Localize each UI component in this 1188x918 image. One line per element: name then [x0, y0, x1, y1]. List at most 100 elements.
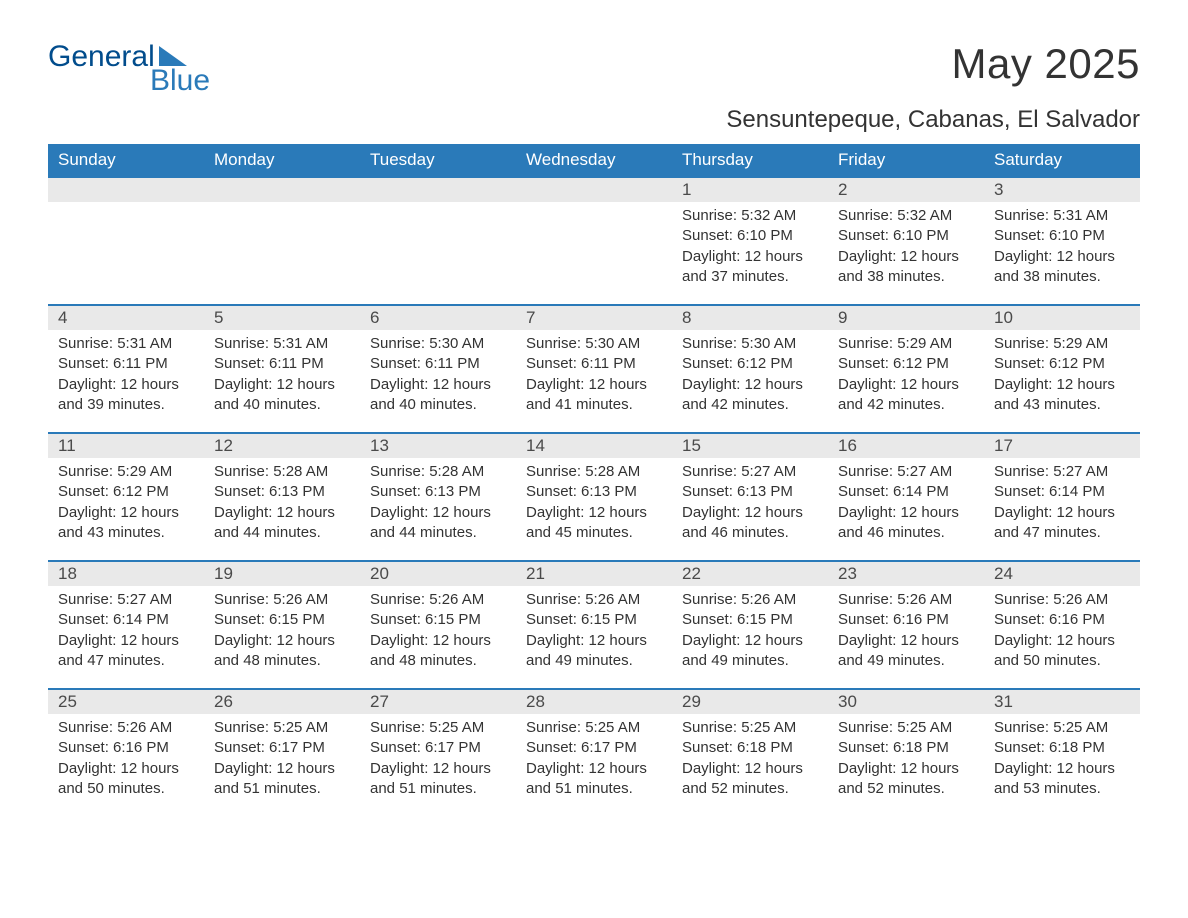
- sunrise-text: Sunrise: 5:28 AM: [214, 462, 350, 482]
- sunset-text: Sunset: 6:17 PM: [214, 738, 350, 758]
- calendar-body: 1Sunrise: 5:32 AMSunset: 6:10 PMDaylight…: [48, 177, 1140, 817]
- sunset-text: Sunset: 6:11 PM: [370, 354, 506, 374]
- calendar-week-row: 4Sunrise: 5:31 AMSunset: 6:11 PMDaylight…: [48, 305, 1140, 433]
- sunset-text: Sunset: 6:17 PM: [370, 738, 506, 758]
- daylight-text: Daylight: 12 hours and 51 minutes.: [214, 759, 350, 800]
- day-number-empty: [360, 178, 516, 202]
- sunset-text: Sunset: 6:10 PM: [838, 226, 974, 246]
- day-details: Sunrise: 5:26 AMSunset: 6:16 PMDaylight:…: [828, 586, 984, 679]
- sunrise-text: Sunrise: 5:31 AM: [994, 206, 1130, 226]
- calendar-week-row: 25Sunrise: 5:26 AMSunset: 6:16 PMDayligh…: [48, 689, 1140, 817]
- calendar-header-row: Sunday Monday Tuesday Wednesday Thursday…: [48, 144, 1140, 177]
- daylight-text: Daylight: 12 hours and 44 minutes.: [214, 503, 350, 544]
- sunrise-text: Sunrise: 5:26 AM: [994, 590, 1130, 610]
- daylight-text: Daylight: 12 hours and 51 minutes.: [370, 759, 506, 800]
- sunrise-text: Sunrise: 5:25 AM: [682, 718, 818, 738]
- col-friday: Friday: [828, 144, 984, 177]
- calendar-cell: 25Sunrise: 5:26 AMSunset: 6:16 PMDayligh…: [48, 689, 204, 817]
- day-details: Sunrise: 5:25 AMSunset: 6:18 PMDaylight:…: [672, 714, 828, 807]
- daylight-text: Daylight: 12 hours and 42 minutes.: [838, 375, 974, 416]
- calendar-cell: 31Sunrise: 5:25 AMSunset: 6:18 PMDayligh…: [984, 689, 1140, 817]
- sunset-text: Sunset: 6:18 PM: [838, 738, 974, 758]
- day-number: 23: [828, 562, 984, 586]
- day-details: Sunrise: 5:27 AMSunset: 6:13 PMDaylight:…: [672, 458, 828, 551]
- calendar-cell: 7Sunrise: 5:30 AMSunset: 6:11 PMDaylight…: [516, 305, 672, 433]
- calendar-cell: 18Sunrise: 5:27 AMSunset: 6:14 PMDayligh…: [48, 561, 204, 689]
- calendar-cell: 8Sunrise: 5:30 AMSunset: 6:12 PMDaylight…: [672, 305, 828, 433]
- day-number-empty: [516, 178, 672, 202]
- daylight-text: Daylight: 12 hours and 40 minutes.: [370, 375, 506, 416]
- daylight-text: Daylight: 12 hours and 43 minutes.: [58, 503, 194, 544]
- day-number: 26: [204, 690, 360, 714]
- sunrise-text: Sunrise: 5:26 AM: [682, 590, 818, 610]
- day-number: 8: [672, 306, 828, 330]
- sunset-text: Sunset: 6:14 PM: [838, 482, 974, 502]
- day-details: Sunrise: 5:27 AMSunset: 6:14 PMDaylight:…: [984, 458, 1140, 551]
- calendar-cell: 22Sunrise: 5:26 AMSunset: 6:15 PMDayligh…: [672, 561, 828, 689]
- sunset-text: Sunset: 6:15 PM: [370, 610, 506, 630]
- daylight-text: Daylight: 12 hours and 48 minutes.: [370, 631, 506, 672]
- sunset-text: Sunset: 6:10 PM: [682, 226, 818, 246]
- day-number: 24: [984, 562, 1140, 586]
- sunrise-text: Sunrise: 5:32 AM: [682, 206, 818, 226]
- daylight-text: Daylight: 12 hours and 49 minutes.: [838, 631, 974, 672]
- daylight-text: Daylight: 12 hours and 50 minutes.: [58, 759, 194, 800]
- sunset-text: Sunset: 6:12 PM: [838, 354, 974, 374]
- day-details: Sunrise: 5:25 AMSunset: 6:17 PMDaylight:…: [516, 714, 672, 807]
- day-number: 5: [204, 306, 360, 330]
- day-details: Sunrise: 5:26 AMSunset: 6:15 PMDaylight:…: [360, 586, 516, 679]
- day-details: Sunrise: 5:25 AMSunset: 6:17 PMDaylight:…: [204, 714, 360, 807]
- sunset-text: Sunset: 6:16 PM: [58, 738, 194, 758]
- sunset-text: Sunset: 6:11 PM: [526, 354, 662, 374]
- logo-text-blue: Blue: [150, 64, 210, 98]
- sunset-text: Sunset: 6:12 PM: [994, 354, 1130, 374]
- daylight-text: Daylight: 12 hours and 49 minutes.: [682, 631, 818, 672]
- day-number: 6: [360, 306, 516, 330]
- day-details: Sunrise: 5:32 AMSunset: 6:10 PMDaylight:…: [672, 202, 828, 295]
- sunrise-text: Sunrise: 5:25 AM: [994, 718, 1130, 738]
- calendar-cell: [204, 177, 360, 305]
- calendar-cell: 12Sunrise: 5:28 AMSunset: 6:13 PMDayligh…: [204, 433, 360, 561]
- daylight-text: Daylight: 12 hours and 46 minutes.: [682, 503, 818, 544]
- sunset-text: Sunset: 6:18 PM: [682, 738, 818, 758]
- sunset-text: Sunset: 6:11 PM: [58, 354, 194, 374]
- location-subtitle: Sensuntepeque, Cabanas, El Salvador: [48, 106, 1140, 134]
- calendar-cell: 27Sunrise: 5:25 AMSunset: 6:17 PMDayligh…: [360, 689, 516, 817]
- daylight-text: Daylight: 12 hours and 38 minutes.: [994, 247, 1130, 288]
- day-number: 10: [984, 306, 1140, 330]
- calendar-cell: [516, 177, 672, 305]
- logo-text-general: General: [48, 40, 155, 74]
- col-wednesday: Wednesday: [516, 144, 672, 177]
- sunset-text: Sunset: 6:14 PM: [994, 482, 1130, 502]
- day-number: 28: [516, 690, 672, 714]
- sunrise-text: Sunrise: 5:26 AM: [58, 718, 194, 738]
- sunset-text: Sunset: 6:16 PM: [838, 610, 974, 630]
- day-number: 18: [48, 562, 204, 586]
- day-details: Sunrise: 5:30 AMSunset: 6:11 PMDaylight:…: [516, 330, 672, 423]
- day-details: Sunrise: 5:28 AMSunset: 6:13 PMDaylight:…: [516, 458, 672, 551]
- day-number: 20: [360, 562, 516, 586]
- daylight-text: Daylight: 12 hours and 44 minutes.: [370, 503, 506, 544]
- day-number-empty: [48, 178, 204, 202]
- day-details: Sunrise: 5:30 AMSunset: 6:11 PMDaylight:…: [360, 330, 516, 423]
- calendar-cell: 30Sunrise: 5:25 AMSunset: 6:18 PMDayligh…: [828, 689, 984, 817]
- sunrise-text: Sunrise: 5:27 AM: [58, 590, 194, 610]
- calendar-week-row: 11Sunrise: 5:29 AMSunset: 6:12 PMDayligh…: [48, 433, 1140, 561]
- col-sunday: Sunday: [48, 144, 204, 177]
- sunrise-text: Sunrise: 5:29 AM: [994, 334, 1130, 354]
- sunrise-text: Sunrise: 5:25 AM: [838, 718, 974, 738]
- sunrise-text: Sunrise: 5:28 AM: [370, 462, 506, 482]
- day-details: Sunrise: 5:25 AMSunset: 6:18 PMDaylight:…: [828, 714, 984, 807]
- daylight-text: Daylight: 12 hours and 42 minutes.: [682, 375, 818, 416]
- day-details: Sunrise: 5:31 AMSunset: 6:11 PMDaylight:…: [204, 330, 360, 423]
- sunset-text: Sunset: 6:15 PM: [214, 610, 350, 630]
- sunset-text: Sunset: 6:18 PM: [994, 738, 1130, 758]
- sunrise-text: Sunrise: 5:26 AM: [526, 590, 662, 610]
- sunset-text: Sunset: 6:13 PM: [214, 482, 350, 502]
- sunrise-text: Sunrise: 5:30 AM: [682, 334, 818, 354]
- calendar-cell: 16Sunrise: 5:27 AMSunset: 6:14 PMDayligh…: [828, 433, 984, 561]
- calendar-cell: 21Sunrise: 5:26 AMSunset: 6:15 PMDayligh…: [516, 561, 672, 689]
- day-number: 13: [360, 434, 516, 458]
- calendar-cell: 15Sunrise: 5:27 AMSunset: 6:13 PMDayligh…: [672, 433, 828, 561]
- sunset-text: Sunset: 6:13 PM: [526, 482, 662, 502]
